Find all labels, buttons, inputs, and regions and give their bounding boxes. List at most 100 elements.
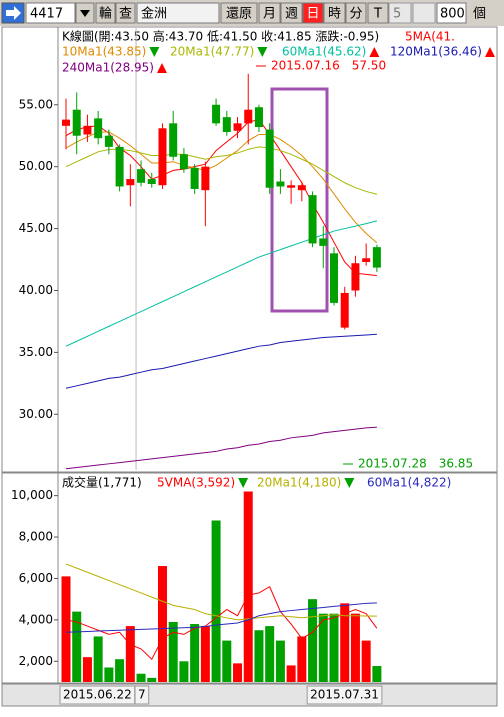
period-button[interactable] <box>302 2 324 24</box>
period-button[interactable] <box>280 2 303 24</box>
volume-bar <box>72 611 82 682</box>
candle-body <box>158 128 167 186</box>
toolbar-button-label: 查 <box>119 7 132 22</box>
legend-entry: 60Ma1(4,822) <box>367 476 451 490</box>
ma-line <box>65 220 378 347</box>
ma-line <box>65 563 377 621</box>
volume-bar <box>372 666 382 682</box>
candle-body <box>319 238 328 246</box>
legend-entry: 10Ma1(43.85) <box>62 45 146 59</box>
count-unit: 個 <box>473 7 486 22</box>
ma-line <box>65 131 378 244</box>
trend-icon <box>344 478 355 488</box>
volume-header: 成交量(1,771) <box>62 475 142 490</box>
candle-body <box>362 258 371 262</box>
candle-body <box>340 292 349 328</box>
volume-bar <box>286 665 296 682</box>
volume-bar <box>318 613 328 682</box>
price-header: K線圖(開:43.50 高:43.70 低:41.50 收:41.85 漲跌:-… <box>62 29 379 44</box>
y-tick-label: 40.00 <box>19 283 53 297</box>
candle-body <box>190 167 199 189</box>
candle-body <box>147 179 156 184</box>
ma-line <box>65 426 377 470</box>
x-tick-label: 7 <box>138 688 146 702</box>
period-button-label: 週 <box>285 7 298 22</box>
candle-body <box>201 166 210 191</box>
legend-entry: 240Ma1(28.95) <box>62 61 154 75</box>
volume-bar <box>340 603 350 682</box>
period-button-label: 月 <box>263 7 276 22</box>
volume-bar <box>350 613 360 682</box>
volume-bar <box>275 640 285 682</box>
name-field <box>136 2 220 24</box>
period-button[interactable] <box>220 2 258 24</box>
candle-body <box>179 154 188 170</box>
y-tick-label: 45.00 <box>19 221 53 235</box>
y-tick-label: 55.00 <box>19 97 53 111</box>
candle-body <box>254 107 263 128</box>
annotation-date: 2015.07.16 <box>271 59 340 73</box>
volume-bar <box>82 657 92 682</box>
volume-bar <box>329 613 339 682</box>
count-input[interactable] <box>436 2 467 24</box>
volume-bar <box>61 576 71 682</box>
trend-icon <box>484 47 495 57</box>
toolbar-button[interactable] <box>95 2 116 24</box>
ma-line <box>65 333 377 389</box>
candle-body <box>94 118 103 139</box>
candle-body <box>297 185 306 191</box>
period-button[interactable] <box>345 2 367 24</box>
candle-body <box>265 129 274 188</box>
volume-bar <box>308 599 318 682</box>
candle-body <box>351 263 360 291</box>
candle-body <box>212 104 221 124</box>
volume-bar <box>136 673 146 682</box>
period-button-label: T <box>373 7 382 22</box>
code-input[interactable] <box>25 2 76 24</box>
dropdown-icon <box>80 10 90 17</box>
period-button[interactable] <box>323 2 346 24</box>
candle-body <box>115 146 124 187</box>
trend-icon <box>369 47 380 57</box>
ma-line <box>65 586 378 661</box>
legend-entry: 20Ma1(4,180) <box>257 476 341 490</box>
trend-icon <box>156 63 167 73</box>
y-tick-label: 2,000 <box>19 654 53 668</box>
period-input[interactable] <box>388 2 412 24</box>
period-button-label: 時 <box>328 7 341 22</box>
annotation-value: 36.85 <box>439 457 473 471</box>
price-panel <box>1 26 498 473</box>
period-button[interactable] <box>367 2 389 24</box>
count-text: 800 <box>440 7 465 22</box>
toolbar-button[interactable] <box>115 2 136 24</box>
period-button-label: 分 <box>349 7 362 22</box>
volume-plot <box>61 491 382 682</box>
candle-body <box>372 247 381 268</box>
legend-entry: 60Ma1(45.62) <box>282 45 366 59</box>
period-button[interactable] <box>258 2 281 24</box>
period-button-label: 日 <box>306 7 319 22</box>
legend-entry: 20Ma1(47.77) <box>170 45 254 59</box>
candle-body <box>287 185 296 188</box>
candle-body <box>62 119 70 126</box>
x-tick-label: 2015.06.22 <box>63 688 132 702</box>
candle-body <box>72 109 81 136</box>
arrow-icon <box>6 6 21 20</box>
candle-body <box>244 109 253 124</box>
candle-body <box>330 253 338 303</box>
period-button-label: 還原 <box>226 7 252 22</box>
candle-body <box>126 179 135 186</box>
volume-bar <box>190 624 200 682</box>
candle-body <box>137 169 146 183</box>
legend-entry: 5MA(41. <box>405 30 455 44</box>
volume-bar <box>179 661 189 682</box>
y-tick-label: 30.00 <box>19 407 53 421</box>
stock-name: 金洲 <box>141 6 167 22</box>
trend-icon <box>238 478 249 488</box>
candle-body <box>104 135 113 147</box>
y-tick-label: 50.00 <box>19 159 53 173</box>
y-tick-label: 10,000 <box>11 488 53 502</box>
blank-input[interactable] <box>412 2 436 24</box>
toolbar-button-label: 輪 <box>99 6 112 22</box>
